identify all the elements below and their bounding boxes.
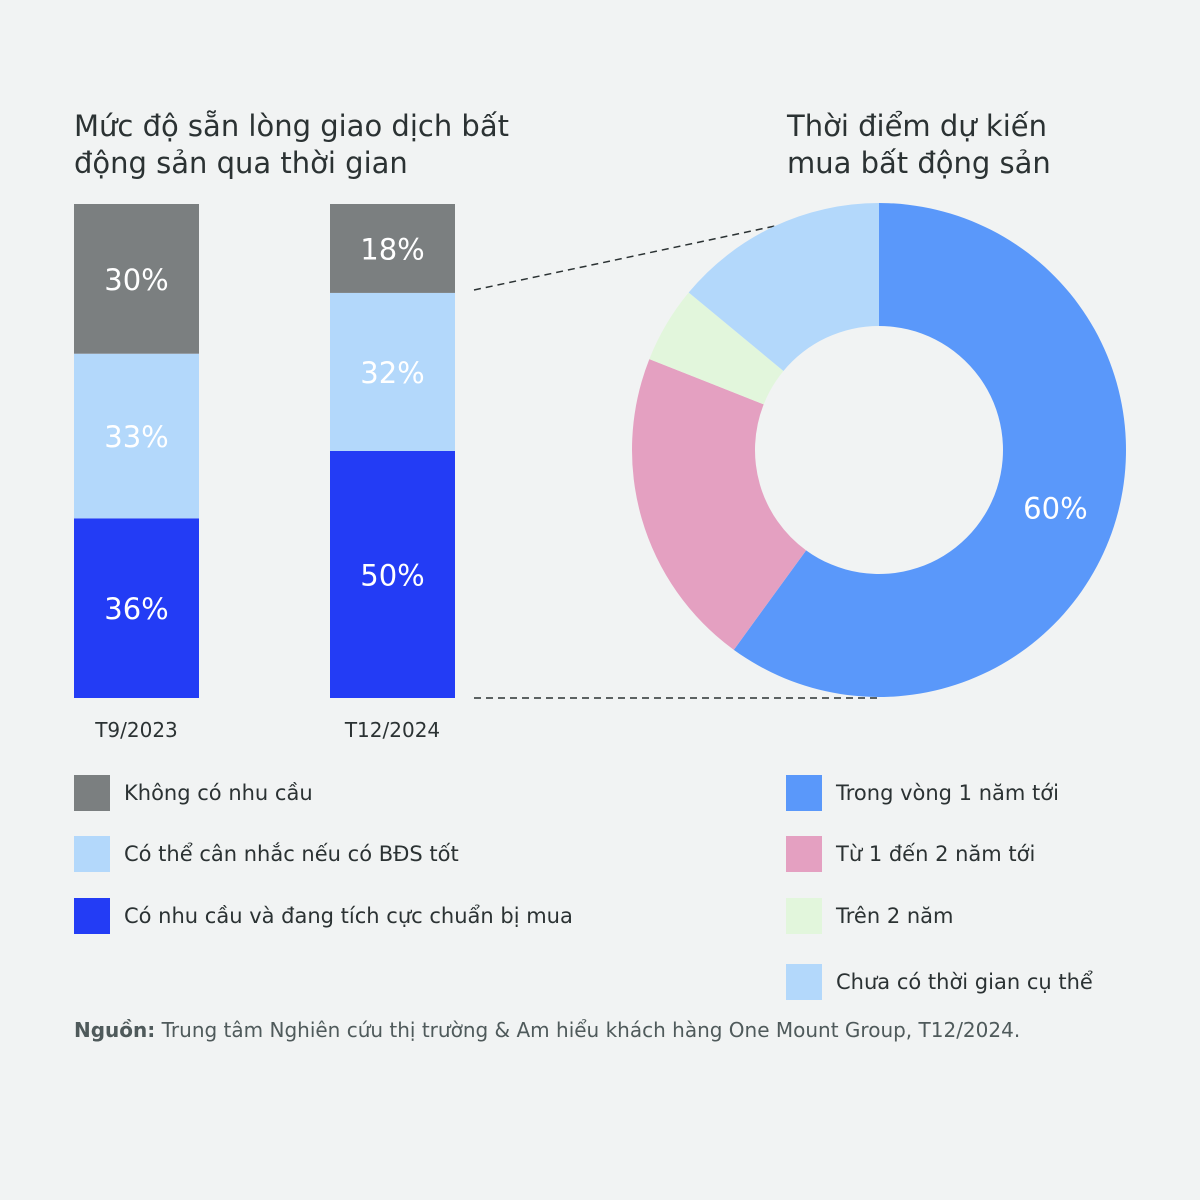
donut-slice-2	[632, 359, 807, 650]
bar-segment-1-1	[74, 518, 199, 698]
legend-label: Có nhu cầu và đang tích cực chuẩn bị mua	[124, 904, 573, 928]
bar-segment-3-2	[330, 204, 455, 293]
bar-value-label: 33%	[104, 420, 168, 454]
legend-label: Không có nhu cầu	[124, 781, 313, 805]
donut-legend-item: Trong vòng 1 năm tới	[786, 775, 1059, 811]
donut-value-label: 60%	[1023, 491, 1087, 525]
bar-segment-1-2	[330, 451, 455, 698]
bar-value-label: 36%	[104, 592, 168, 626]
source-text: Trung tâm Nghiên cứu thị trường & Am hiể…	[155, 1018, 1021, 1042]
source-prefix: Nguồn:	[74, 1018, 156, 1042]
bar-segment-2-1	[74, 353, 199, 519]
connector-lines	[473, 225, 878, 699]
donut-slice-1	[733, 203, 1126, 697]
stacked-bars: 36% 33% 30% T9/2023 50% 32% 18% T12/2024	[74, 204, 455, 742]
bar-segment-2-2	[330, 292, 455, 451]
legend-label: Từ 1 đến 2 năm tới	[836, 842, 1036, 866]
bar-legend-item: Có thể cân nhắc nếu có BĐS tốt	[74, 836, 459, 872]
legend-swatch	[74, 836, 110, 872]
bar-value-label: 18%	[360, 232, 424, 266]
legend-label: Trong vòng 1 năm tới	[836, 781, 1059, 805]
category-label: T12/2024	[344, 718, 440, 742]
legend-swatch	[786, 964, 822, 1000]
donut-legend-item: Trên 2 năm	[786, 898, 954, 934]
legend-swatch	[786, 898, 822, 934]
legend-label: Có thể cân nhắc nếu có BĐS tốt	[124, 842, 459, 866]
legend-swatch	[786, 775, 822, 811]
legend-label: Chưa có thời gian cụ thể	[836, 970, 1093, 994]
legend-swatch	[74, 775, 110, 811]
donut-slice-4	[688, 203, 879, 371]
donut-legend-item: Chưa có thời gian cụ thể	[786, 964, 1093, 1000]
bar-legend-item: Không có nhu cầu	[74, 775, 313, 811]
donut-legend-item: Từ 1 đến 2 năm tới	[786, 836, 1035, 872]
connector-line-top	[473, 225, 776, 291]
bar-value-label: 50%	[360, 559, 424, 593]
legend-label: Trên 2 năm	[836, 904, 954, 928]
donut-chart-title: Thời điểm dự kiến mua bất động sản	[787, 109, 1051, 180]
bar-value-label: 32%	[360, 356, 424, 390]
bar-value-label: 30%	[104, 263, 168, 297]
donut-slice-3	[649, 292, 784, 405]
bar-legend-item: Có nhu cầu và đang tích cực chuẩn bị mua	[74, 898, 573, 934]
category-label: T9/2023	[94, 718, 178, 742]
donut-chart: 60%	[632, 203, 1126, 697]
legend-swatch	[786, 836, 822, 872]
source-note: Nguồn: Trung tâm Nghiên cứu thị trường &…	[74, 1018, 1020, 1042]
legend-swatch	[74, 898, 110, 934]
bar-segment-3-1	[74, 204, 199, 354]
bar-chart-title: Mức độ sẵn lòng giao dịch bất động sản q…	[74, 109, 509, 180]
